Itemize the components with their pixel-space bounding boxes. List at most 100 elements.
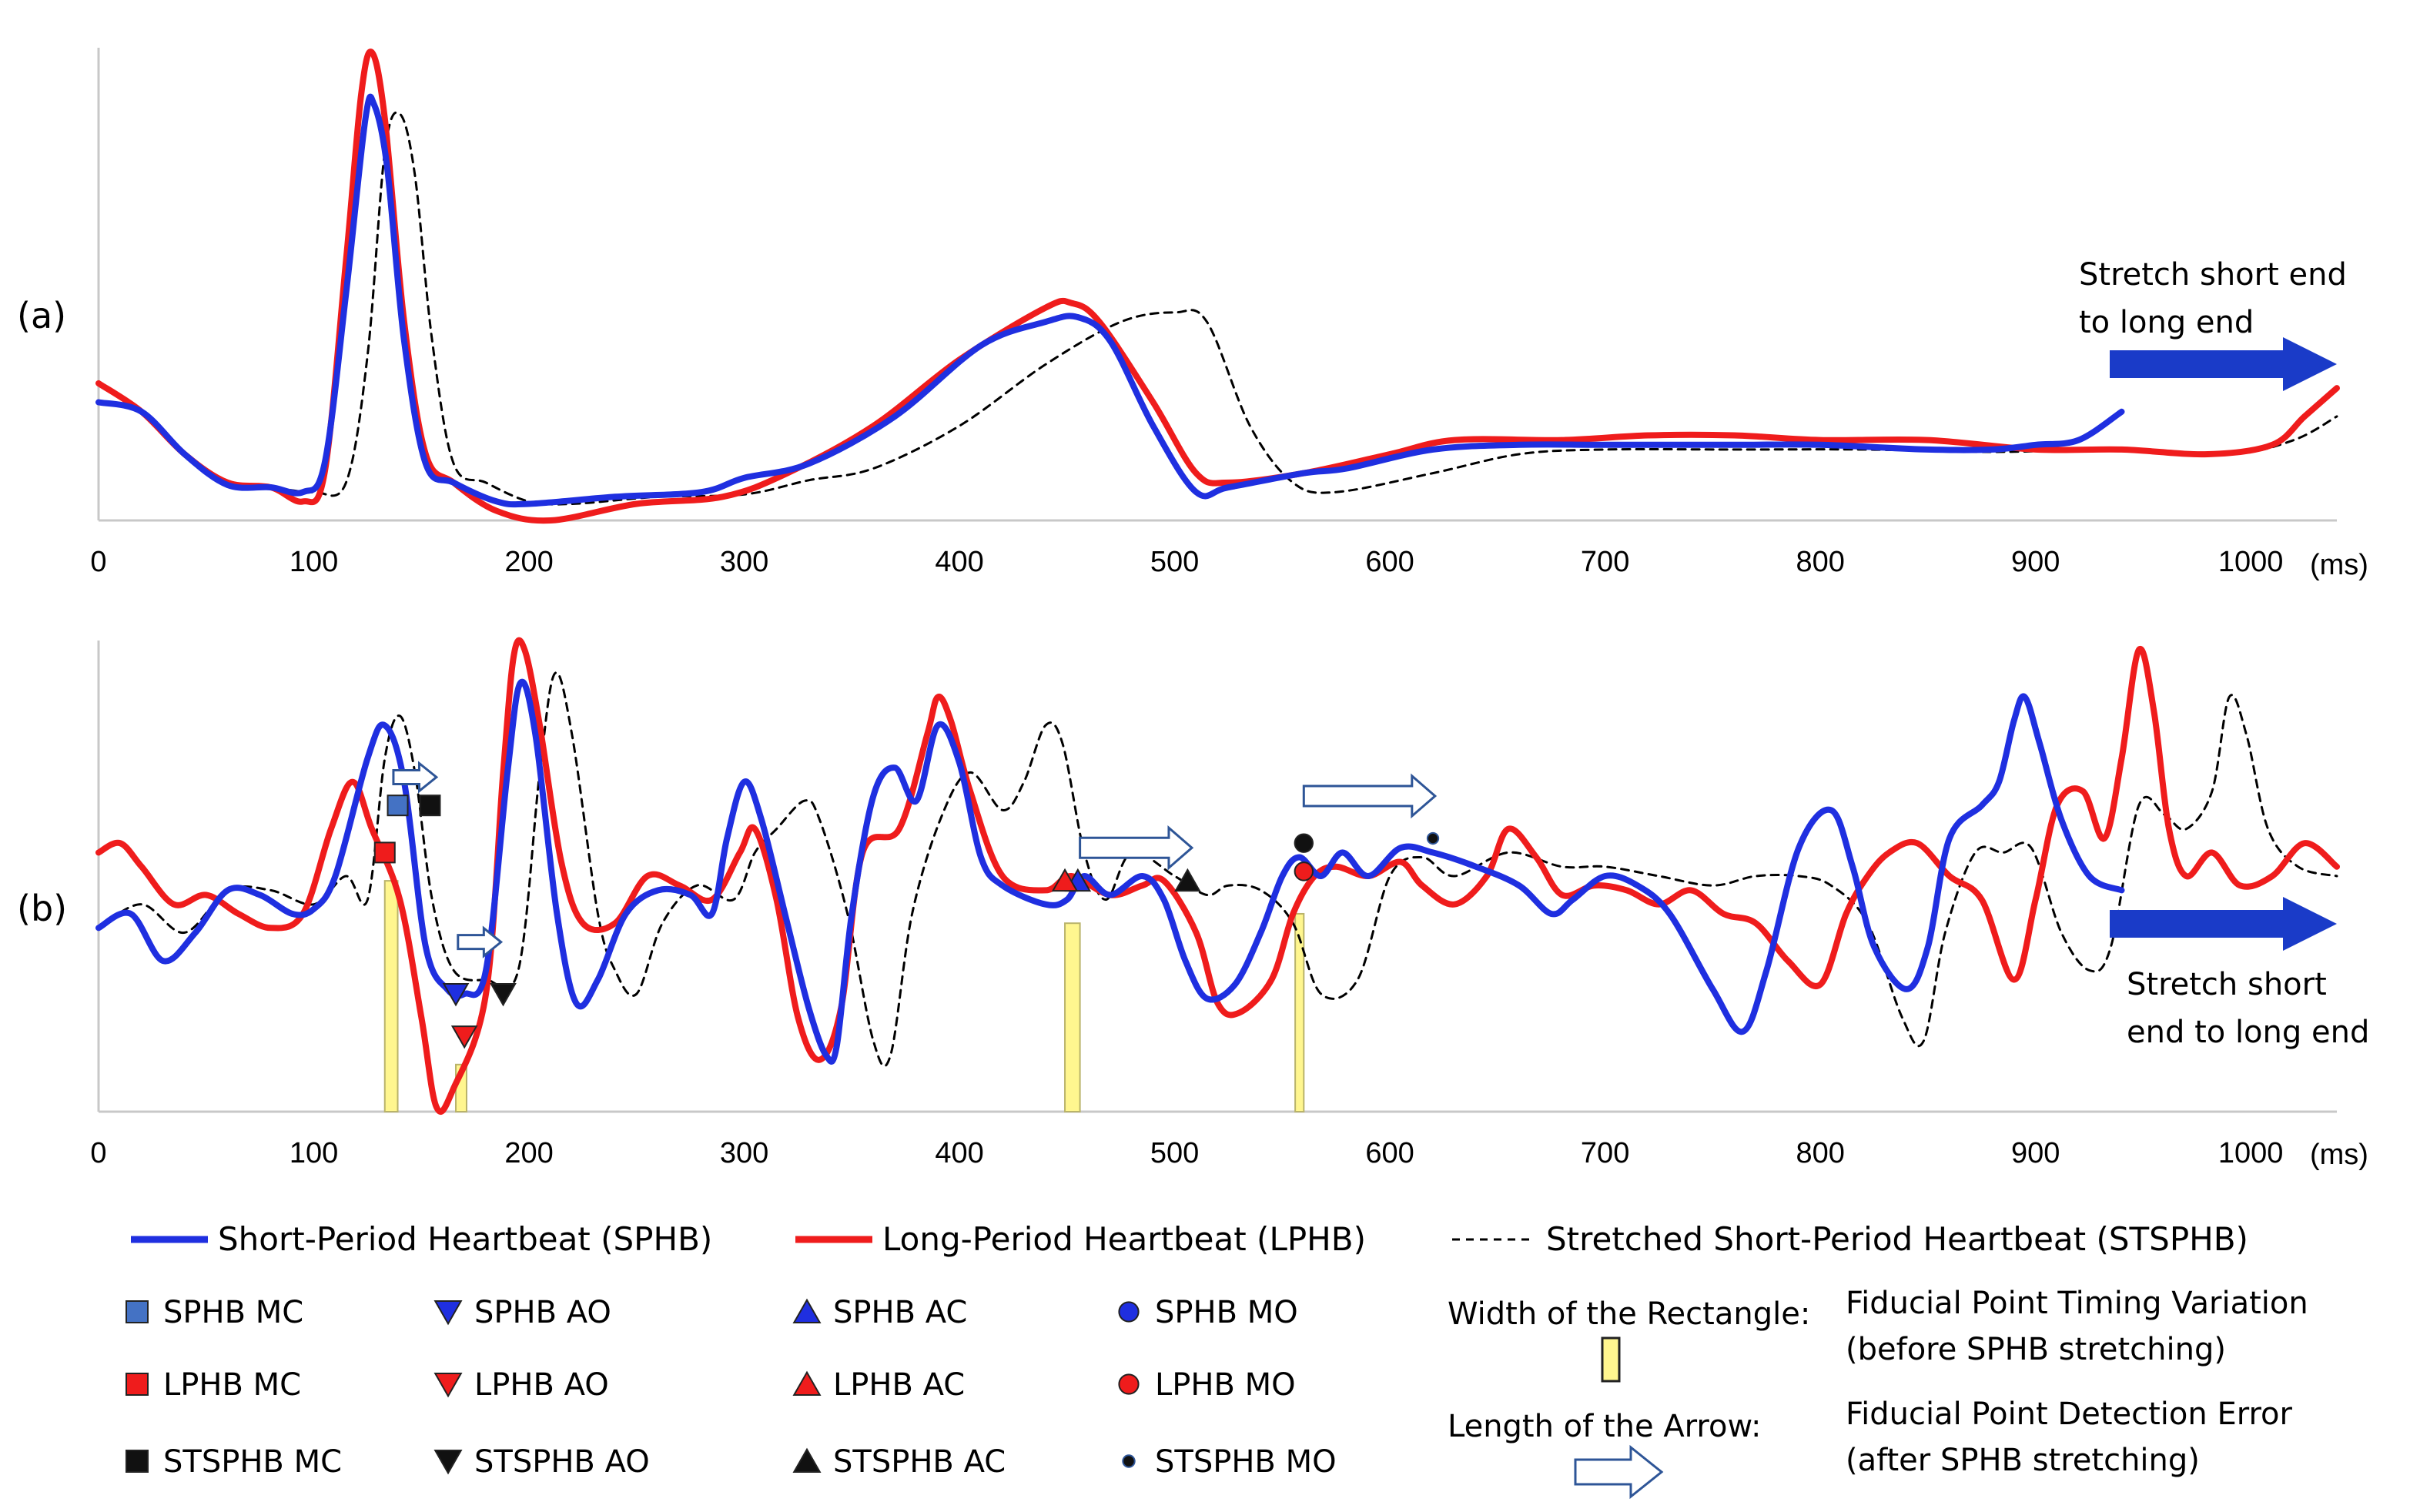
panel-a-tick-500: 500 (1150, 546, 1199, 578)
legend-lphb-label: Long-Period Heartbeat (LPHB) (882, 1220, 1366, 1258)
fiducial-stsphb-ac (1174, 868, 1201, 892)
legend-marker-sphb-ac (792, 1298, 822, 1323)
series-dashed-a (97, 111, 2338, 506)
panel-a-tick-800: 800 (1796, 546, 1844, 578)
fiducial-stsphb-mo (1426, 831, 1440, 845)
fiducial-stsphb-mc (419, 794, 441, 817)
panel-a-tick-300: 300 (720, 546, 768, 578)
legend-rect-label: Width of the Rectangle: (1448, 1296, 1810, 1332)
fiducial-lphb-mo (1294, 861, 1314, 881)
legend-marker-label-2: STSPHB MC (163, 1444, 342, 1480)
legend-marker-label-7: LPHB AC (833, 1367, 965, 1403)
panel-b-unit-label: (ms) (2310, 1139, 2368, 1171)
detection-error-arrow-MC (392, 761, 439, 794)
panel-b-tick-900: 900 (2011, 1137, 2060, 1169)
timing-rectangle-2 (1064, 922, 1081, 1112)
legend-arrow-label: Length of the Arrow: (1448, 1409, 1761, 1444)
series-blue-a (95, 93, 2125, 508)
panel-a-tick-400: 400 (935, 546, 983, 578)
fiducial-stsphb-ao (490, 983, 517, 1007)
panel-a-unit-label: (ms) (2310, 549, 2368, 581)
panel-a-label: (a) (17, 295, 66, 336)
panel-a-tick-1000: 1000 (2218, 546, 2284, 578)
panel-a-tick-200: 200 (504, 546, 553, 578)
legend-marker-label-8: STSPHB AC (833, 1444, 1006, 1480)
panel-b-tick-200: 200 (504, 1137, 553, 1169)
legend-marker-lphb-mo (1118, 1373, 1140, 1395)
panel-b-tick-800: 800 (1796, 1137, 1844, 1169)
fiducial-sphb-ao (442, 983, 470, 1007)
panel-b: (b) 0 100 200 300 400 500 600 700 800 900 1000 (ms… (17, 637, 2369, 1171)
legend-marker-stsphb-ac (792, 1447, 822, 1473)
detection-error-arrow-AC (1079, 825, 1194, 871)
detection-error-arrow-MO (1302, 773, 1438, 819)
legend-marker-lphb-mc (126, 1373, 149, 1396)
panel-a-tick-700: 700 (1581, 546, 1629, 578)
series-red-a (95, 49, 2340, 524)
fiducial-lphb-ao (450, 1025, 478, 1049)
panel-a-tick-0: 0 (90, 546, 106, 578)
panel-a-tick-600: 600 (1365, 546, 1414, 578)
panel-a-tick-900: 900 (2011, 546, 2060, 578)
legend-marker-label-0: SPHB MC (163, 1295, 303, 1330)
detection-error-arrow-AO (457, 925, 504, 958)
fiducial-lphb-ac (1051, 868, 1079, 892)
legend-marker-stsphb-ao (433, 1450, 463, 1475)
panel-a: (a) 0 100 200 300 400 500 600 700 800 900 1000 (ms… (17, 48, 2368, 581)
series-red-b (95, 637, 2340, 1115)
legend-arrow-desc-2: (after SPHB stretching) (1846, 1443, 2200, 1478)
legend-marker-label-11: STSPHB MO (1155, 1444, 1337, 1480)
panel-b-annotation-line1: Stretch short (2127, 967, 2327, 1002)
legend-marker-label-3: SPHB AO (474, 1295, 611, 1330)
legend-marker-label-9: SPHB MO (1155, 1295, 1298, 1330)
panel-a-tick-100: 100 (290, 546, 338, 578)
legend-marker-label-5: STSPHB AO (474, 1444, 650, 1480)
panel-b-series (95, 637, 2340, 1115)
detection-error-arrows (392, 761, 1438, 958)
panel-a-tick-labels: 0 100 200 300 400 500 600 700 800 900 1000 (90, 546, 2283, 578)
legend-marker-lphb-ao (433, 1373, 463, 1398)
panel-b-tick-labels: 0 100 200 300 400 500 600 700 800 900 1000 (90, 1137, 2283, 1169)
legend-marker-label-10: LPHB MO (1155, 1367, 1296, 1403)
fiducial-markers (373, 794, 1440, 1049)
legend-marker-sphb-mo (1118, 1301, 1140, 1323)
legend-marker-sphb-ao (433, 1300, 463, 1326)
legend-marker-lphb-ac (792, 1370, 822, 1396)
panel-a-stretch-arrow (2110, 337, 2337, 391)
fiducial-lphb-mc (373, 841, 396, 864)
legend-sphb-label: Short-Period Heartbeat (SPHB) (218, 1220, 712, 1258)
timing-rectangle-0 (383, 880, 399, 1112)
legend-marker-grid: SPHB MC LPHB MC STSPHB MC SPHB AO LPHB AO STS… (126, 1295, 1337, 1480)
panel-b-tick-300: 300 (720, 1137, 768, 1169)
panel-a-annotation-line1: Stretch short end (2079, 257, 2347, 293)
panel-b-tick-700: 700 (1581, 1137, 1629, 1169)
legend-rect-desc-1: Fiducial Point Timing Variation (1846, 1286, 2308, 1321)
panel-b-tick-1000: 1000 (2218, 1137, 2284, 1169)
legend-arrow-swatch (1574, 1444, 1664, 1500)
legend-marker-sphb-mc (126, 1300, 149, 1323)
legend-rect-desc-2: (before SPHB stretching) (1846, 1332, 2226, 1367)
legend-marker-stsphb-mo (1122, 1454, 1136, 1468)
legend-arrow-desc-1: Fiducial Point Detection Error (1846, 1397, 2293, 1432)
legend-marker-stsphb-mc (126, 1450, 149, 1473)
panel-a-series (95, 49, 2340, 524)
timing-rectangle-3 (1294, 912, 1305, 1112)
fiducial-sphb-mo (1294, 833, 1314, 853)
panel-b-tick-600: 600 (1365, 1137, 1414, 1169)
panel-a-annotation-line2: to long end (2079, 305, 2254, 340)
panel-b-stretch-arrow (2110, 897, 2337, 951)
panel-b-tick-500: 500 (1150, 1137, 1199, 1169)
timing-rectangles (383, 880, 1305, 1113)
legend-marker-label-1: LPHB MC (163, 1367, 301, 1403)
panel-b-tick-0: 0 (90, 1137, 106, 1169)
fiducial-sphb-mc (387, 794, 409, 817)
legend-marker-label-6: SPHB AC (833, 1295, 967, 1330)
panel-b-label: (b) (17, 888, 67, 929)
panel-b-tick-100: 100 (290, 1137, 338, 1169)
series-blue-b (95, 678, 2125, 1065)
panel-b-annotation-line2: end to long end (2127, 1015, 2369, 1050)
legend-stsphb-label: Stretched Short-Period Heartbeat (STSPHB… (1546, 1220, 2248, 1258)
panel-b-tick-400: 400 (935, 1137, 983, 1169)
legend-marker-label-4: LPHB AO (474, 1367, 609, 1403)
